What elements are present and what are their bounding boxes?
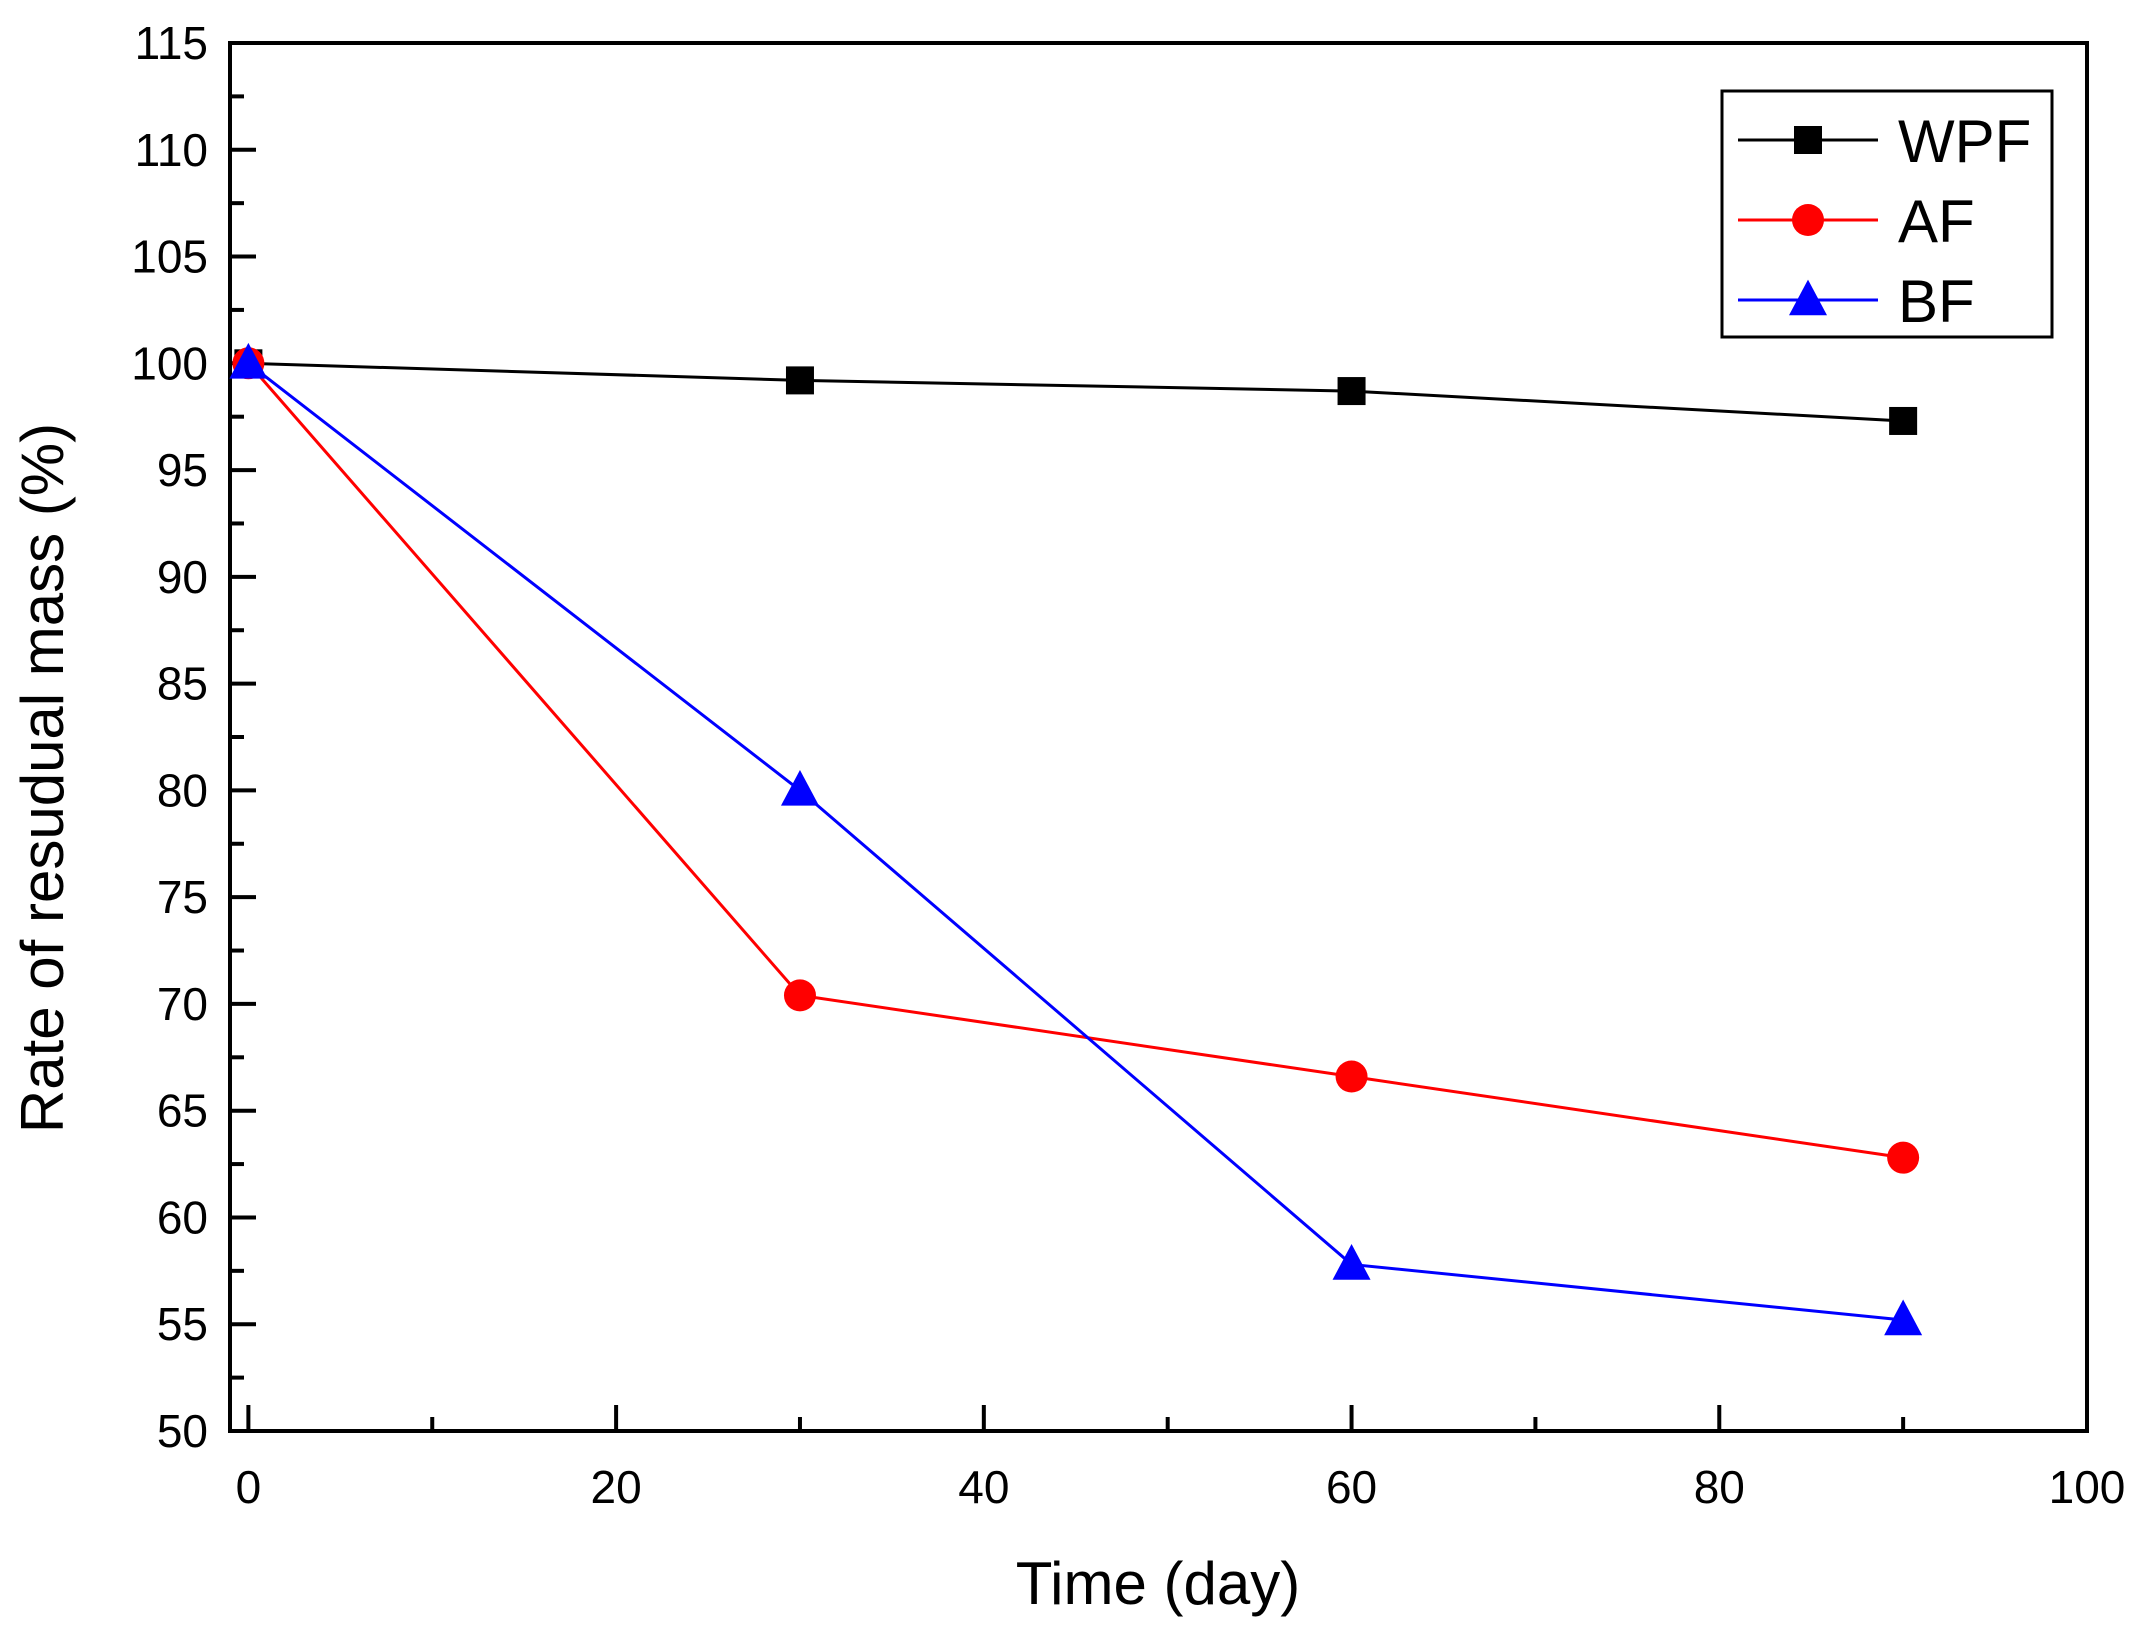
legend-marker-af xyxy=(1792,204,1824,236)
x-tick-label: 60 xyxy=(1326,1461,1377,1513)
x-tick-label: 40 xyxy=(958,1461,1009,1513)
y-tick-label: 55 xyxy=(157,1298,208,1350)
series-line-wpf xyxy=(248,361,1904,423)
data-point-bf xyxy=(1332,1244,1371,1280)
series-af xyxy=(232,347,1920,1174)
y-tick-label: 85 xyxy=(157,658,208,710)
y-tick-label: 80 xyxy=(157,764,208,816)
y-tick-label: 90 xyxy=(157,551,208,603)
axis-ticks xyxy=(230,41,2089,1433)
data-point-af xyxy=(1887,1141,1920,1174)
y-tick-label: 95 xyxy=(157,444,208,496)
y-axis-title: Rate of resudual mass (%) xyxy=(9,423,76,1133)
y-tick-label: 65 xyxy=(157,1085,208,1137)
series-line-af xyxy=(247,362,1904,1160)
y-tick-label: 100 xyxy=(131,337,208,389)
y-tick-label: 75 xyxy=(157,871,208,923)
legend: WPF AF BF xyxy=(1720,89,2054,339)
legend-label-bf: BF xyxy=(1898,268,1975,335)
series-layer xyxy=(229,342,1923,1336)
x-tick-label: 20 xyxy=(591,1461,642,1513)
data-point-bf xyxy=(780,769,819,806)
series-wpf xyxy=(234,349,1918,435)
data-point-bf xyxy=(1884,1299,1923,1336)
data-point-af xyxy=(783,979,816,1012)
y-tick-label: 105 xyxy=(131,231,208,283)
data-point-bf xyxy=(229,342,268,379)
y-tick-label: 60 xyxy=(157,1191,208,1243)
series-line-bf xyxy=(247,362,1904,1322)
y-tick-label: 110 xyxy=(135,124,208,176)
data-point-wpf xyxy=(1889,406,1918,435)
legend-label-wpf: WPF xyxy=(1898,108,2031,175)
y-tick-label: 70 xyxy=(157,978,208,1030)
y-tick-label: 115 xyxy=(135,17,208,69)
series-bf xyxy=(229,342,1923,1336)
x-axis-title: Time (day) xyxy=(1016,1550,1300,1617)
data-point-wpf xyxy=(1337,377,1366,406)
legend-label-af: AF xyxy=(1898,188,1975,255)
y-tick-label: 50 xyxy=(157,1405,208,1457)
x-tick-label: 0 xyxy=(236,1461,262,1513)
legend-box xyxy=(1720,89,2054,339)
x-tick-label: 100 xyxy=(2049,1461,2126,1513)
x-tick-label: 80 xyxy=(1694,1461,1745,1513)
data-point-af xyxy=(1335,1060,1368,1093)
axis-tick-labels: 0 20 40 60 80 100 50 55 60 65 70 75 80 85 90 95 100 105 11… xyxy=(131,17,2125,1513)
legend-marker-bf xyxy=(1789,279,1827,316)
legend-marker-wpf xyxy=(1794,126,1822,154)
data-point-wpf xyxy=(785,366,814,395)
